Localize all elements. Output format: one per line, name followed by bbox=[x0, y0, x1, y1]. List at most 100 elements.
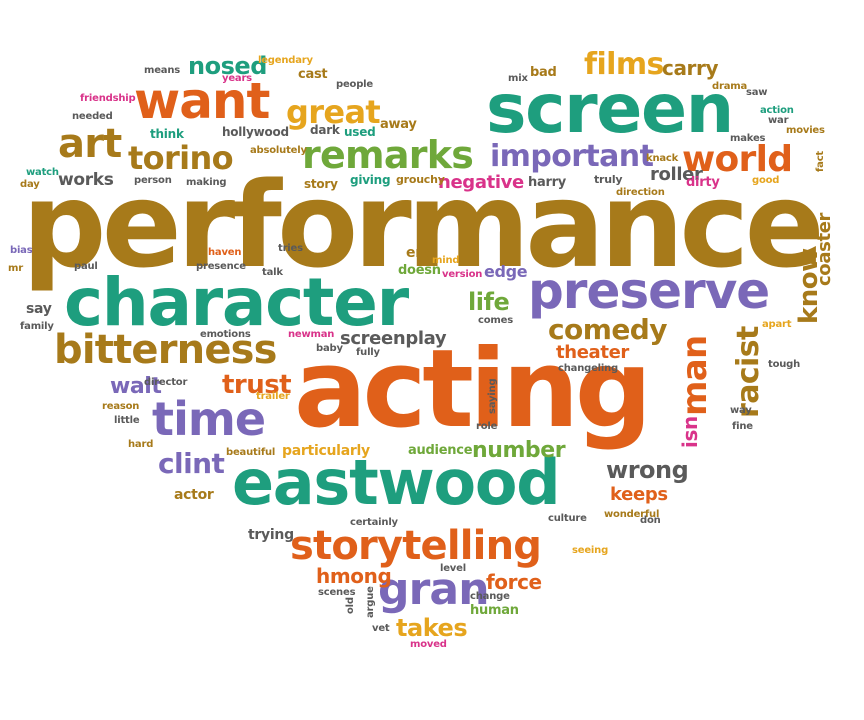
word-important: important bbox=[490, 139, 654, 174]
word-movies: movies bbox=[786, 125, 825, 136]
word-changeling: changeling bbox=[558, 363, 618, 374]
word-dark: dark bbox=[310, 123, 340, 137]
word-old: old bbox=[345, 597, 356, 614]
word-day: day bbox=[20, 179, 40, 190]
word-fact: fact bbox=[815, 150, 826, 172]
word-bad: bad bbox=[530, 65, 557, 80]
word-person: person bbox=[134, 175, 172, 186]
word-used: used bbox=[344, 125, 376, 139]
word-good: good bbox=[752, 175, 780, 186]
word-seeing: seeing bbox=[572, 545, 609, 556]
word-making: making bbox=[186, 177, 227, 188]
word-actor: actor bbox=[174, 487, 214, 503]
word-negative: negative bbox=[438, 172, 524, 193]
word-paul: paul bbox=[74, 261, 98, 272]
word-theater: theater bbox=[556, 342, 629, 363]
word-moved: moved bbox=[410, 639, 447, 650]
word-comes: comes bbox=[478, 315, 513, 326]
word-saying: saying bbox=[487, 378, 498, 414]
word-number: number bbox=[472, 438, 566, 463]
word-watch: watch bbox=[26, 167, 59, 178]
word-absolutely: absolutely bbox=[250, 145, 307, 156]
word-little: little bbox=[114, 415, 140, 426]
word-way: way bbox=[730, 405, 752, 416]
word-truly: truly bbox=[594, 173, 623, 186]
word-isn: isn bbox=[678, 416, 702, 448]
word-story: story bbox=[304, 177, 338, 191]
word-audience: audience bbox=[408, 443, 473, 458]
word-baby: baby bbox=[316, 343, 343, 354]
word-end: end bbox=[406, 245, 435, 261]
word-fully: fully bbox=[356, 347, 380, 358]
word-gran: gran bbox=[378, 564, 490, 615]
word-eastwood: eastwood bbox=[232, 446, 561, 519]
word-force: force bbox=[486, 570, 542, 594]
word-scenes: scenes bbox=[318, 587, 356, 598]
word-mr: mr bbox=[8, 263, 23, 274]
word-trying: trying bbox=[248, 527, 294, 543]
word-dirty: dirty bbox=[686, 175, 720, 190]
word-hard: hard bbox=[128, 439, 154, 450]
word-hmong: hmong bbox=[316, 564, 392, 588]
word-vet: vet bbox=[372, 623, 390, 634]
word-clint: clint bbox=[158, 447, 225, 480]
word-mind: mind bbox=[432, 255, 460, 266]
word-culture: culture bbox=[548, 513, 587, 524]
word-presence: presence bbox=[196, 261, 246, 272]
word-grouchy: grouchy bbox=[396, 173, 445, 186]
word-harry: harry bbox=[528, 175, 567, 190]
word-remarks: remarks bbox=[302, 133, 474, 177]
word-beautiful: beautiful bbox=[226, 447, 276, 458]
word-trailer: trailer bbox=[256, 391, 290, 402]
word-edge: edge bbox=[484, 262, 528, 281]
word-films: films bbox=[584, 47, 664, 82]
word-means: means bbox=[144, 65, 181, 76]
word-wrong: wrong bbox=[606, 456, 689, 484]
word-tries: tries bbox=[278, 243, 303, 254]
word-character: character bbox=[64, 264, 409, 341]
word-preserve: preserve bbox=[528, 262, 770, 320]
word-roller: roller bbox=[650, 164, 703, 185]
word-knack: knack bbox=[646, 153, 679, 164]
word-newman: newman bbox=[288, 329, 335, 340]
word-action: action bbox=[760, 105, 794, 116]
word-role: role bbox=[476, 421, 498, 432]
word-director: director bbox=[144, 377, 188, 388]
word-acting: acting bbox=[294, 327, 652, 452]
word-makes: makes bbox=[730, 133, 766, 144]
word-war: war bbox=[768, 115, 789, 126]
word-emotions: emotions bbox=[200, 329, 251, 340]
word-comedy: comedy bbox=[548, 313, 667, 346]
word-haven: haven bbox=[208, 247, 242, 258]
word-mix: mix bbox=[508, 73, 528, 84]
word-years: years bbox=[222, 73, 252, 84]
word-level: level bbox=[440, 563, 466, 574]
word-bitterness: bitterness bbox=[54, 327, 277, 373]
word-bias: bias bbox=[10, 245, 33, 256]
word-world: world bbox=[682, 139, 793, 180]
word-reason: reason bbox=[102, 401, 140, 412]
word-wonderful: wonderful bbox=[604, 509, 660, 520]
word-trust: trust bbox=[222, 370, 292, 400]
word-saw: saw bbox=[746, 87, 768, 98]
word-giving: giving bbox=[350, 173, 391, 187]
word-great: great bbox=[286, 93, 381, 131]
word-hollywood: hollywood bbox=[222, 125, 289, 139]
word-version: version bbox=[442, 269, 483, 280]
word-certainly: certainly bbox=[350, 517, 398, 528]
word-performance: performance bbox=[22, 156, 825, 294]
word-don: don bbox=[640, 515, 661, 526]
word-walt: walt bbox=[110, 374, 162, 399]
word-direction: direction bbox=[616, 187, 665, 198]
word-needed: needed bbox=[72, 111, 113, 122]
word-want: want bbox=[134, 72, 270, 130]
word-particularly: particularly bbox=[282, 443, 370, 459]
word-works: works bbox=[58, 170, 114, 190]
word-cast: cast bbox=[298, 67, 328, 82]
word-tough: tough bbox=[768, 359, 801, 370]
word-screen: screen bbox=[486, 70, 734, 149]
word-drama: drama bbox=[712, 81, 748, 92]
word-argue: argue bbox=[365, 586, 376, 618]
word-change: change bbox=[470, 591, 510, 602]
